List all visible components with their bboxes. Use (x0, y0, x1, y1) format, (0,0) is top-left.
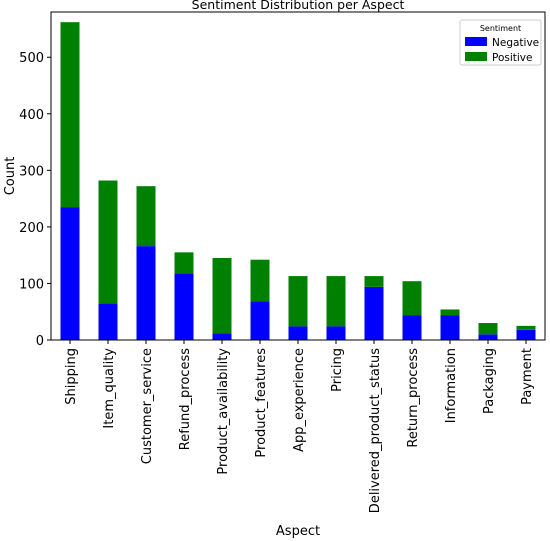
x-tick-label: Item_quality (102, 348, 117, 429)
x-tick-label: Shipping (64, 348, 79, 405)
bar-negative-information (440, 315, 460, 340)
bar-positive-shipping (60, 22, 80, 208)
bar-negative-customer_service (136, 246, 156, 340)
legend: Sentiment Negative Positive (459, 19, 542, 66)
y-tick-label: 0 (36, 334, 44, 349)
bar-negative-delivered_product_status (364, 286, 384, 340)
bar-positive-information (440, 309, 460, 316)
bar-negative-item_quality (98, 303, 118, 340)
x-tick-label: Delivered_product_status (368, 348, 383, 513)
x-tick-label: Payment (520, 348, 535, 405)
bar-negative-return_process (402, 315, 422, 340)
bar-positive-delivered_product_status (364, 276, 384, 287)
legend-title: Sentiment (480, 24, 521, 33)
bars-layer (60, 22, 536, 340)
bar-negative-product_availability (212, 333, 232, 340)
bar-negative-payment (516, 329, 536, 340)
y-tick-label: 300 (19, 164, 44, 179)
bar-positive-pricing (326, 276, 346, 327)
plot-frame (50, 11, 546, 341)
bar-negative-product_features (250, 301, 270, 340)
chart-title: Sentiment Distribution per Aspect (192, 0, 405, 12)
x-axis-label: Aspect (276, 524, 320, 539)
y-axis-label: Count (3, 157, 18, 196)
x-tick-label: Packaging (482, 348, 497, 414)
x-tick-label: App_experience (292, 348, 307, 452)
y-tick-label: 100 (19, 277, 44, 292)
bar-negative-packaging (478, 334, 498, 340)
legend-swatch-positive (465, 52, 487, 61)
bar-negative-pricing (326, 326, 346, 340)
bar-positive-packaging (478, 323, 498, 335)
y-axis: 0 100 200 300 400 500 (19, 51, 51, 349)
bar-positive-item_quality (98, 180, 118, 304)
bar-negative-shipping (60, 207, 80, 340)
x-tick-label: Information (444, 348, 459, 423)
bar-positive-return_process (402, 281, 422, 316)
legend-label-negative: Negative (492, 37, 539, 49)
bar-positive-product_features (250, 259, 270, 302)
x-tick-label: Return_process (406, 348, 421, 448)
x-tick-label: Customer_service (140, 348, 155, 464)
bar-negative-app_experience (288, 326, 308, 340)
x-tick-label: Product_availability (216, 348, 231, 475)
bar-positive-customer_service (136, 186, 156, 247)
x-tick-label: Product_features (254, 348, 269, 458)
bar-positive-payment (516, 325, 536, 330)
y-tick-label: 200 (19, 221, 44, 236)
x-tick-label: Refund_process (178, 348, 193, 450)
bar-negative-refund_process (174, 273, 194, 340)
legend-swatch-negative (465, 37, 487, 46)
x-axis: Shipping Item_quality Customer_service Refu… (64, 340, 535, 513)
bar-positive-product_availability (212, 258, 232, 334)
y-tick-label: 400 (19, 108, 44, 123)
bar-positive-refund_process (174, 252, 194, 274)
y-tick-label: 500 (19, 51, 44, 66)
bar-positive-app_experience (288, 276, 308, 327)
x-tick-label: Pricing (330, 348, 345, 392)
legend-label-positive: Positive (492, 52, 532, 64)
